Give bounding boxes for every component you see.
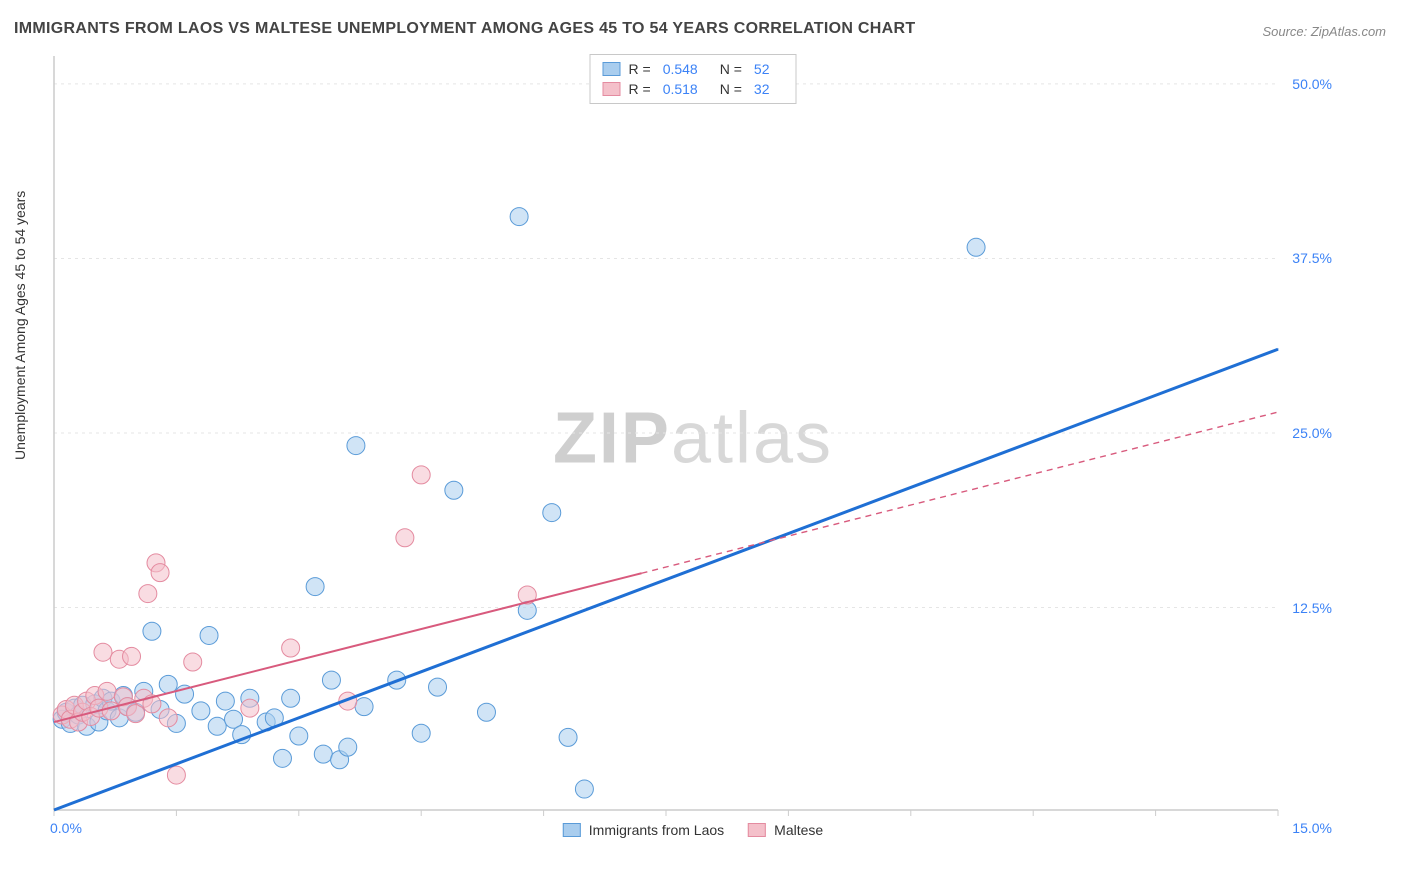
y-axis-label: Unemployment Among Ages 45 to 54 years bbox=[12, 191, 28, 460]
legend-label-laos: Immigrants from Laos bbox=[589, 822, 724, 838]
swatch-laos bbox=[603, 62, 621, 76]
legend-item-maltese: Maltese bbox=[748, 822, 823, 838]
r-label: R = bbox=[629, 61, 651, 77]
source-label: Source: ZipAtlas.com bbox=[1262, 24, 1386, 39]
series-legend: Immigrants from Laos Maltese bbox=[563, 822, 823, 838]
correlation-legend: R = 0.548 N = 52 R = 0.518 N = 32 bbox=[590, 54, 797, 104]
r-label: R = bbox=[629, 81, 651, 97]
chart-title: IMMIGRANTS FROM LAOS VS MALTESE UNEMPLOY… bbox=[14, 20, 915, 38]
legend-item-laos: Immigrants from Laos bbox=[563, 822, 724, 838]
legend-row-laos: R = 0.548 N = 52 bbox=[603, 59, 784, 79]
n-label: N = bbox=[720, 61, 742, 77]
swatch-maltese bbox=[603, 82, 621, 96]
n-value-maltese: 32 bbox=[754, 81, 770, 97]
r-value-maltese: 0.518 bbox=[663, 81, 698, 97]
swatch-laos-icon bbox=[563, 823, 581, 837]
n-label: N = bbox=[720, 81, 742, 97]
legend-label-maltese: Maltese bbox=[774, 822, 823, 838]
r-value-laos: 0.548 bbox=[663, 61, 698, 77]
swatch-maltese-icon bbox=[748, 823, 766, 837]
chart-area: ZIPatlas R = 0.548 N = 52 R = 0.518 N = … bbox=[48, 50, 1338, 840]
n-value-laos: 52 bbox=[754, 61, 770, 77]
scatter-plot bbox=[48, 50, 1338, 840]
legend-row-maltese: R = 0.518 N = 32 bbox=[603, 79, 784, 99]
